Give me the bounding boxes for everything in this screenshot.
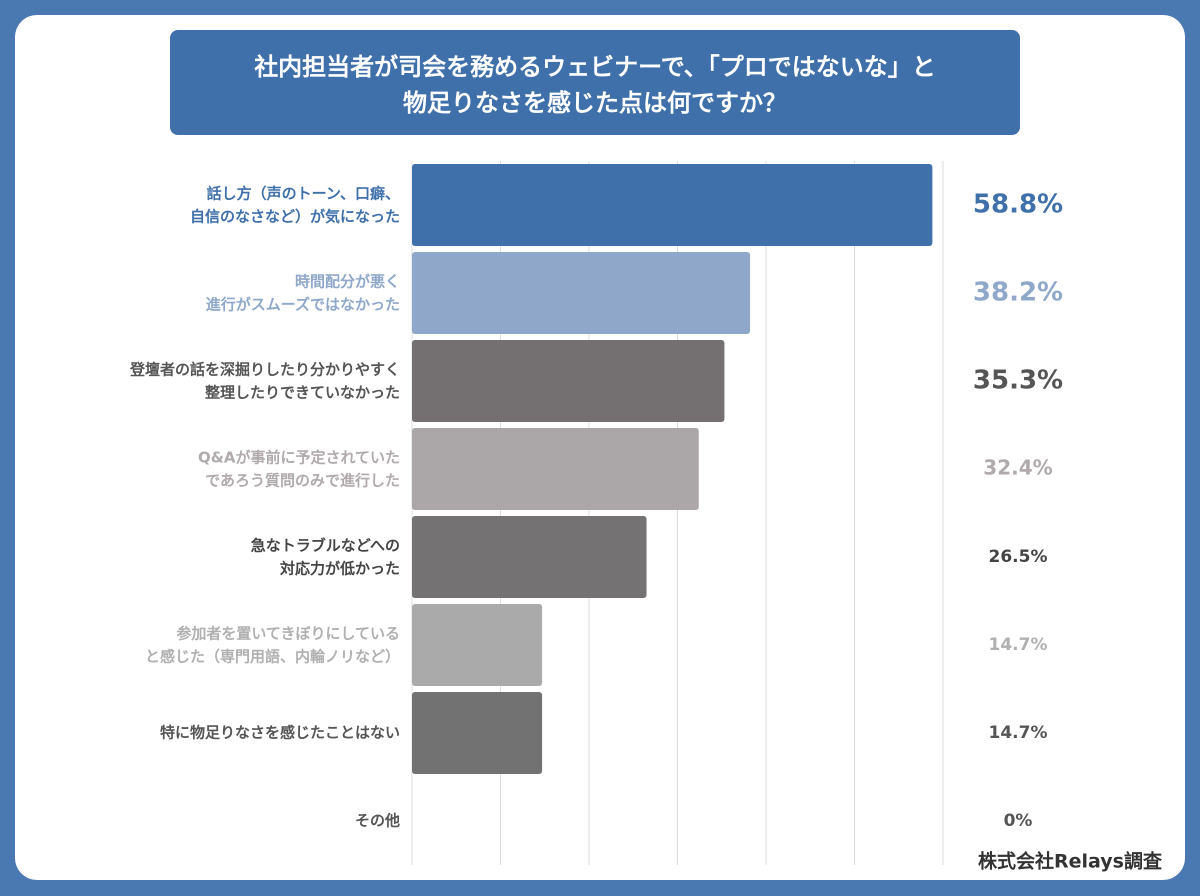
y-tick-label: 参加者を置いてきぼりにしていると感じた（専門用語、内輪ノリなど）	[145, 624, 400, 665]
bar	[412, 428, 699, 510]
value-label: 26.5%	[989, 547, 1048, 567]
bar	[412, 252, 751, 334]
chart-title: 物足りなさを感じた点は何ですか？	[403, 89, 787, 117]
y-tick-label: 急なトラブルなどへの対応力が低かった	[251, 536, 400, 577]
source: 株式会社Relays調査	[978, 850, 1163, 873]
bar	[412, 164, 933, 246]
value-label: 14.7%	[989, 723, 1048, 743]
value-label: 32.4%	[983, 456, 1052, 480]
bar	[412, 604, 543, 686]
value-label: 0%	[1004, 811, 1033, 831]
bar	[412, 692, 543, 774]
title-box	[170, 30, 1020, 135]
y-tick-label: 話し方（声のトーン、口癖、自信のなさなど）が気になった	[190, 184, 400, 225]
value-label: 58.8%	[973, 190, 1063, 220]
value-label: 38.2%	[973, 278, 1063, 308]
y-tick-label: Q&Aが事前に予定されていたであろう質問のみで進行した	[198, 448, 400, 489]
y-tick-label: 時間配分が悪く進行がスムーズではなかった	[206, 272, 400, 313]
chart-title: 社内担当者が司会を務めるウェビナーで、「プロではないな」と	[254, 53, 936, 81]
value-label: 35.3%	[973, 366, 1063, 396]
y-tick-label: 登壇者の話を深掘りしたり分かりやすく整理したりできていなかった	[129, 360, 400, 401]
bar	[412, 340, 725, 422]
value-label: 14.7%	[989, 635, 1048, 655]
y-tick-label: 特に物足りなさを感じたことはない	[160, 724, 400, 742]
y-tick-label: その他	[355, 812, 400, 830]
bar	[412, 516, 647, 598]
